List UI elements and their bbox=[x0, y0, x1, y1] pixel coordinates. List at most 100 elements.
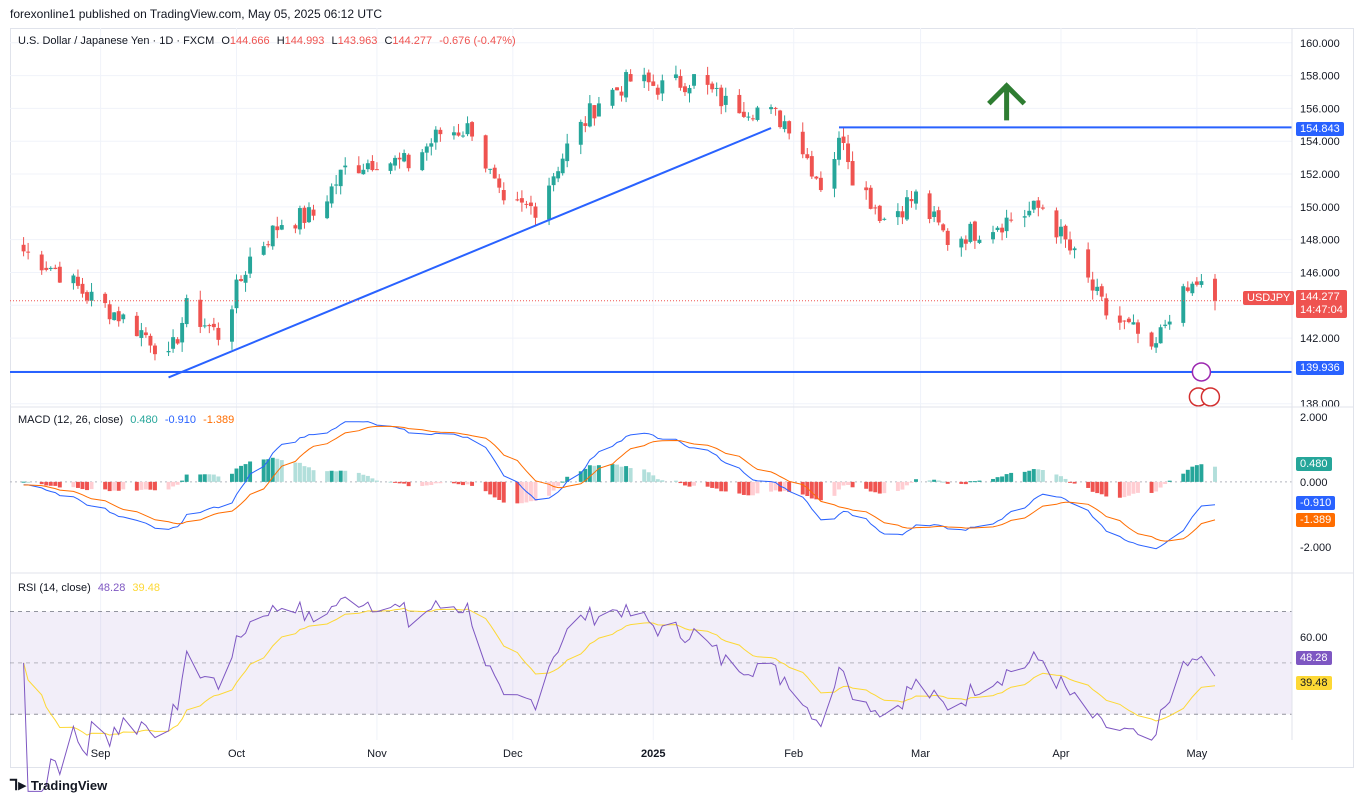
candle-body bbox=[991, 232, 995, 240]
macd-signal-line bbox=[23, 425, 1216, 542]
macd-hist-bar bbox=[773, 481, 778, 491]
macd-hist-bar bbox=[171, 481, 176, 487]
macd-hist-bar bbox=[592, 465, 597, 482]
candle-body bbox=[750, 118, 755, 120]
candle-body bbox=[492, 167, 497, 179]
macd-hist-bar bbox=[370, 478, 375, 482]
macd-hist-bar bbox=[963, 481, 968, 485]
macd-hist-bar bbox=[39, 481, 44, 485]
macd-hist-bar bbox=[628, 468, 633, 482]
macd-hist-bar bbox=[687, 481, 692, 487]
time-tick-label: Feb bbox=[784, 748, 803, 760]
candle-body bbox=[773, 107, 778, 109]
candle-body bbox=[741, 111, 746, 117]
high-label: H bbox=[276, 35, 285, 47]
price-tick-label: 160.000 bbox=[1300, 38, 1340, 50]
macd-hist-bar bbox=[492, 481, 497, 498]
macd-hist-bar bbox=[1185, 469, 1190, 482]
candle-body bbox=[85, 292, 89, 301]
macd-hist-tag: 0.480 bbox=[1296, 457, 1332, 471]
candle-body bbox=[207, 324, 212, 327]
macd-hist-bar bbox=[651, 475, 656, 482]
macd-hist-bar bbox=[850, 481, 855, 488]
macd-hist-bar bbox=[587, 465, 592, 482]
candle-body bbox=[900, 211, 905, 218]
macd-hist-bar bbox=[75, 481, 80, 488]
symbol-tag[interactable]: USDJPY bbox=[1243, 291, 1295, 305]
candle-body bbox=[850, 161, 855, 186]
macd-hist-bar bbox=[746, 481, 751, 496]
candle-body bbox=[488, 168, 493, 170]
price-tick-label: 156.000 bbox=[1300, 103, 1340, 115]
candle-body bbox=[134, 315, 139, 337]
macd-hist-bar bbox=[818, 481, 823, 501]
macd-hist-bar bbox=[275, 458, 280, 482]
candle-body bbox=[365, 163, 370, 170]
candle-body bbox=[977, 239, 982, 243]
candle-body bbox=[465, 123, 470, 135]
candle-body bbox=[112, 312, 117, 321]
macd-hist-bar bbox=[393, 481, 398, 483]
macd-hist-bar bbox=[456, 481, 461, 485]
event-icons bbox=[1188, 362, 1221, 407]
candle-body bbox=[307, 207, 311, 223]
macd-hist-bar bbox=[116, 481, 121, 491]
last-price-tag: 144.277 14:47:04 bbox=[1296, 290, 1347, 318]
chart-grid bbox=[10, 28, 1292, 740]
candle-body bbox=[1194, 281, 1199, 285]
candle-body bbox=[528, 202, 533, 207]
macd-hist-bar bbox=[846, 481, 851, 486]
macd-hist-bar bbox=[1004, 474, 1009, 482]
symbol-legend: U.S. Dollar / Japanese Yen · 1D · FXCM O… bbox=[18, 35, 520, 47]
price-tick-label: 138.000 bbox=[1300, 399, 1340, 411]
macd-line bbox=[23, 421, 1216, 550]
macd-hist-bar bbox=[1031, 469, 1036, 482]
macd-hist-bar bbox=[406, 481, 411, 487]
macd-hist-bar bbox=[461, 481, 465, 486]
time-axis: Sep Oct Nov Dec 2025 Feb Mar Apr May bbox=[91, 748, 1208, 760]
candle-body bbox=[841, 136, 846, 143]
macd-hist-bar bbox=[501, 481, 506, 503]
macd-hist-bar bbox=[864, 481, 869, 489]
macd-hist-bar bbox=[1167, 480, 1172, 482]
change-value: -0.676 (-0.47%) bbox=[439, 35, 516, 47]
candle-body bbox=[388, 163, 393, 171]
macd-hist-bar bbox=[279, 460, 284, 482]
macd-hist-bar bbox=[1149, 481, 1154, 493]
candle-body bbox=[406, 154, 411, 169]
candle-body bbox=[746, 116, 751, 118]
macd-hist-bar bbox=[750, 481, 755, 496]
macd-hist-bar bbox=[737, 481, 742, 494]
candle-body bbox=[44, 267, 49, 270]
rsi-ma-tag: 39.48 bbox=[1296, 676, 1332, 690]
macd-hist-bar bbox=[719, 481, 724, 492]
candle-body bbox=[1095, 286, 1100, 292]
macd-legend: MACD (12, 26, close) 0.480 -0.910 -1.389 bbox=[18, 414, 238, 426]
footer-brand[interactable]: ⅂▸ TradingView bbox=[10, 776, 107, 794]
countdown-value: 14:47:04 bbox=[1300, 304, 1343, 316]
time-tick-label: Sep bbox=[91, 748, 111, 760]
candle-body bbox=[451, 132, 456, 136]
macd-hist-bar bbox=[112, 481, 117, 491]
candle-body bbox=[895, 211, 900, 218]
candle-body bbox=[202, 325, 207, 327]
candle-body bbox=[433, 129, 438, 143]
chart-frame[interactable] bbox=[10, 28, 1354, 768]
macd-hist-bar bbox=[207, 474, 212, 482]
macd-hist-bar bbox=[1072, 481, 1077, 484]
candle-body bbox=[75, 276, 80, 286]
time-tick-label: Oct bbox=[228, 748, 245, 760]
candle-body bbox=[438, 129, 443, 135]
macd-hist-bar bbox=[85, 481, 89, 491]
macd-hist-bar bbox=[356, 472, 361, 482]
close-value: 144.277 bbox=[392, 35, 433, 47]
macd-hist-bar bbox=[211, 474, 216, 482]
macd-hist-bar bbox=[297, 462, 302, 482]
candle-body bbox=[687, 87, 692, 94]
candle-body bbox=[737, 94, 742, 114]
candle-body bbox=[927, 193, 932, 219]
candle-body bbox=[533, 206, 538, 218]
macd-hist-bar bbox=[470, 481, 475, 486]
macd-hist-bar bbox=[1027, 470, 1032, 482]
